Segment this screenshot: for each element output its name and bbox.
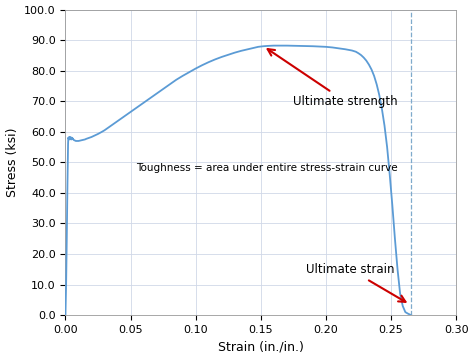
Text: Ultimate strength: Ultimate strength [268,49,398,108]
Text: Toughness = area under entire stress-strain curve: Toughness = area under entire stress-str… [137,163,398,173]
Text: Ultimate strain: Ultimate strain [306,263,405,302]
X-axis label: Strain (in./in.): Strain (in./in.) [218,340,304,354]
Y-axis label: Stress (ksi): Stress (ksi) [6,127,18,197]
